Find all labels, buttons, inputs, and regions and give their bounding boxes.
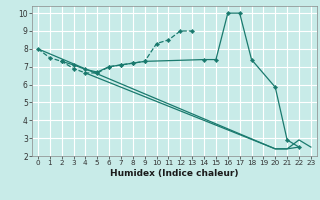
X-axis label: Humidex (Indice chaleur): Humidex (Indice chaleur) <box>110 169 239 178</box>
